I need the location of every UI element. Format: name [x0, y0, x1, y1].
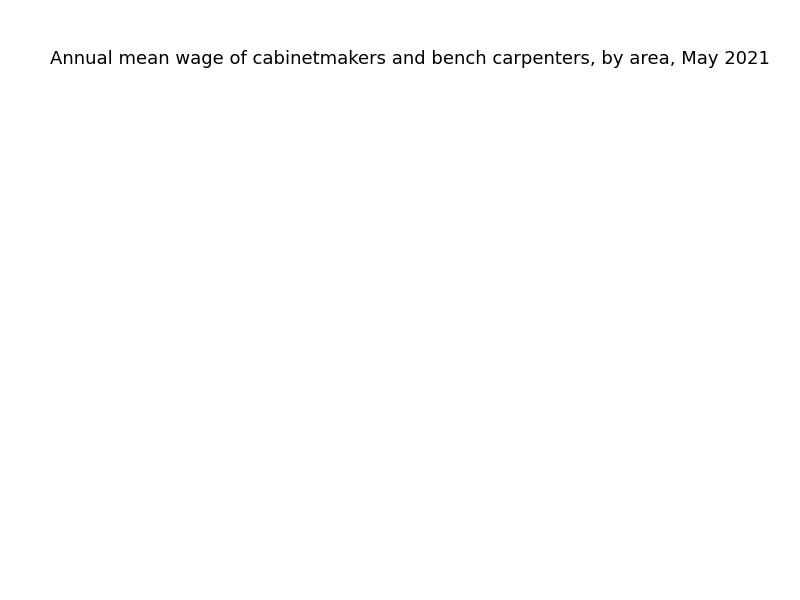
Title: Annual mean wage of cabinetmakers and bench carpenters, by area, May 2021: Annual mean wage of cabinetmakers and be… [50, 50, 770, 68]
